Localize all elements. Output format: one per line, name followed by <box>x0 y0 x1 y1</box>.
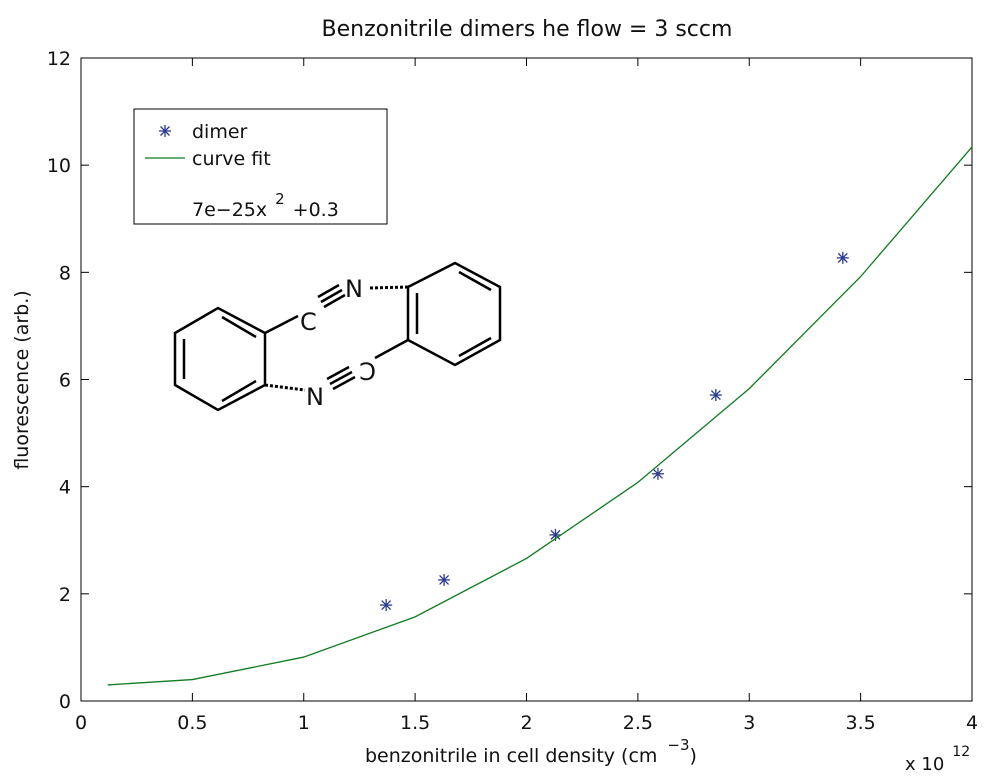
molecule-labels: C N N C <box>300 275 376 411</box>
atom-label: C <box>300 308 317 336</box>
y-tick-label: 12 <box>47 48 71 70</box>
x-tick-label: 3.5 <box>846 712 876 734</box>
marker-stroke <box>550 529 561 540</box>
x-tick-label: 1.5 <box>400 712 430 734</box>
marker-stroke <box>439 574 450 585</box>
x-multiplier: x 10 12 <box>905 744 970 775</box>
marker-stroke <box>381 600 392 611</box>
y-axis-label: fluorescence (arb.) <box>11 290 33 469</box>
x-tick-label: 3 <box>743 712 755 734</box>
molecule-structure <box>173 261 502 412</box>
formula-base: 7e−25x <box>192 199 267 221</box>
legend-label: curve fit <box>192 148 271 170</box>
legend-label: dimer <box>192 121 248 143</box>
marker-stroke <box>160 126 170 136</box>
fit-curve <box>107 146 973 686</box>
marker-stroke <box>652 468 663 479</box>
x-tick-label: 0.5 <box>177 712 207 734</box>
y-tick-label: 2 <box>59 584 71 606</box>
data-point <box>709 389 722 402</box>
x-tick-label: 4 <box>966 712 978 734</box>
y-tick-label: 8 <box>59 262 71 284</box>
marker-stroke <box>837 252 848 263</box>
data-point <box>651 467 664 480</box>
formula-end: +0.3 <box>293 199 339 221</box>
data-point <box>380 599 393 612</box>
atom-label: N <box>345 275 363 303</box>
x-tick-label: 0 <box>75 712 87 734</box>
data-point <box>836 251 849 264</box>
chart-title: Benzonitrile dimers he flow = 3 sccm <box>322 17 733 42</box>
x-multiplier-sup: 12 <box>952 744 970 760</box>
atom-label: N <box>306 383 324 411</box>
legend-formula: 7e−25x 2 +0.3 <box>192 190 339 221</box>
x-tick-label: 2 <box>520 712 532 734</box>
x-axis-label-main: benzonitrile in cell density (cm <box>365 745 657 767</box>
y-tick-label: 0 <box>59 691 71 713</box>
legend <box>133 108 388 225</box>
x-tick-label: 1 <box>298 712 310 734</box>
marker-stroke <box>710 390 721 400</box>
formula-sup: 2 <box>275 190 285 208</box>
atom-label: C <box>359 358 376 386</box>
y-tick-label: 10 <box>47 155 71 177</box>
y-tick-label: 6 <box>59 370 71 392</box>
data-point <box>438 573 451 586</box>
x-tick-label: 2.5 <box>623 712 653 734</box>
y-tick-label: 4 <box>59 477 71 499</box>
legend-marker <box>159 125 171 137</box>
x-axis-label-end: ) <box>690 745 697 767</box>
x-axis-label: benzonitrile in cell density (cm −3) <box>365 736 697 767</box>
x-axis-label-sup: −3 <box>667 736 689 754</box>
x-multiplier-base: x 10 <box>905 754 944 775</box>
